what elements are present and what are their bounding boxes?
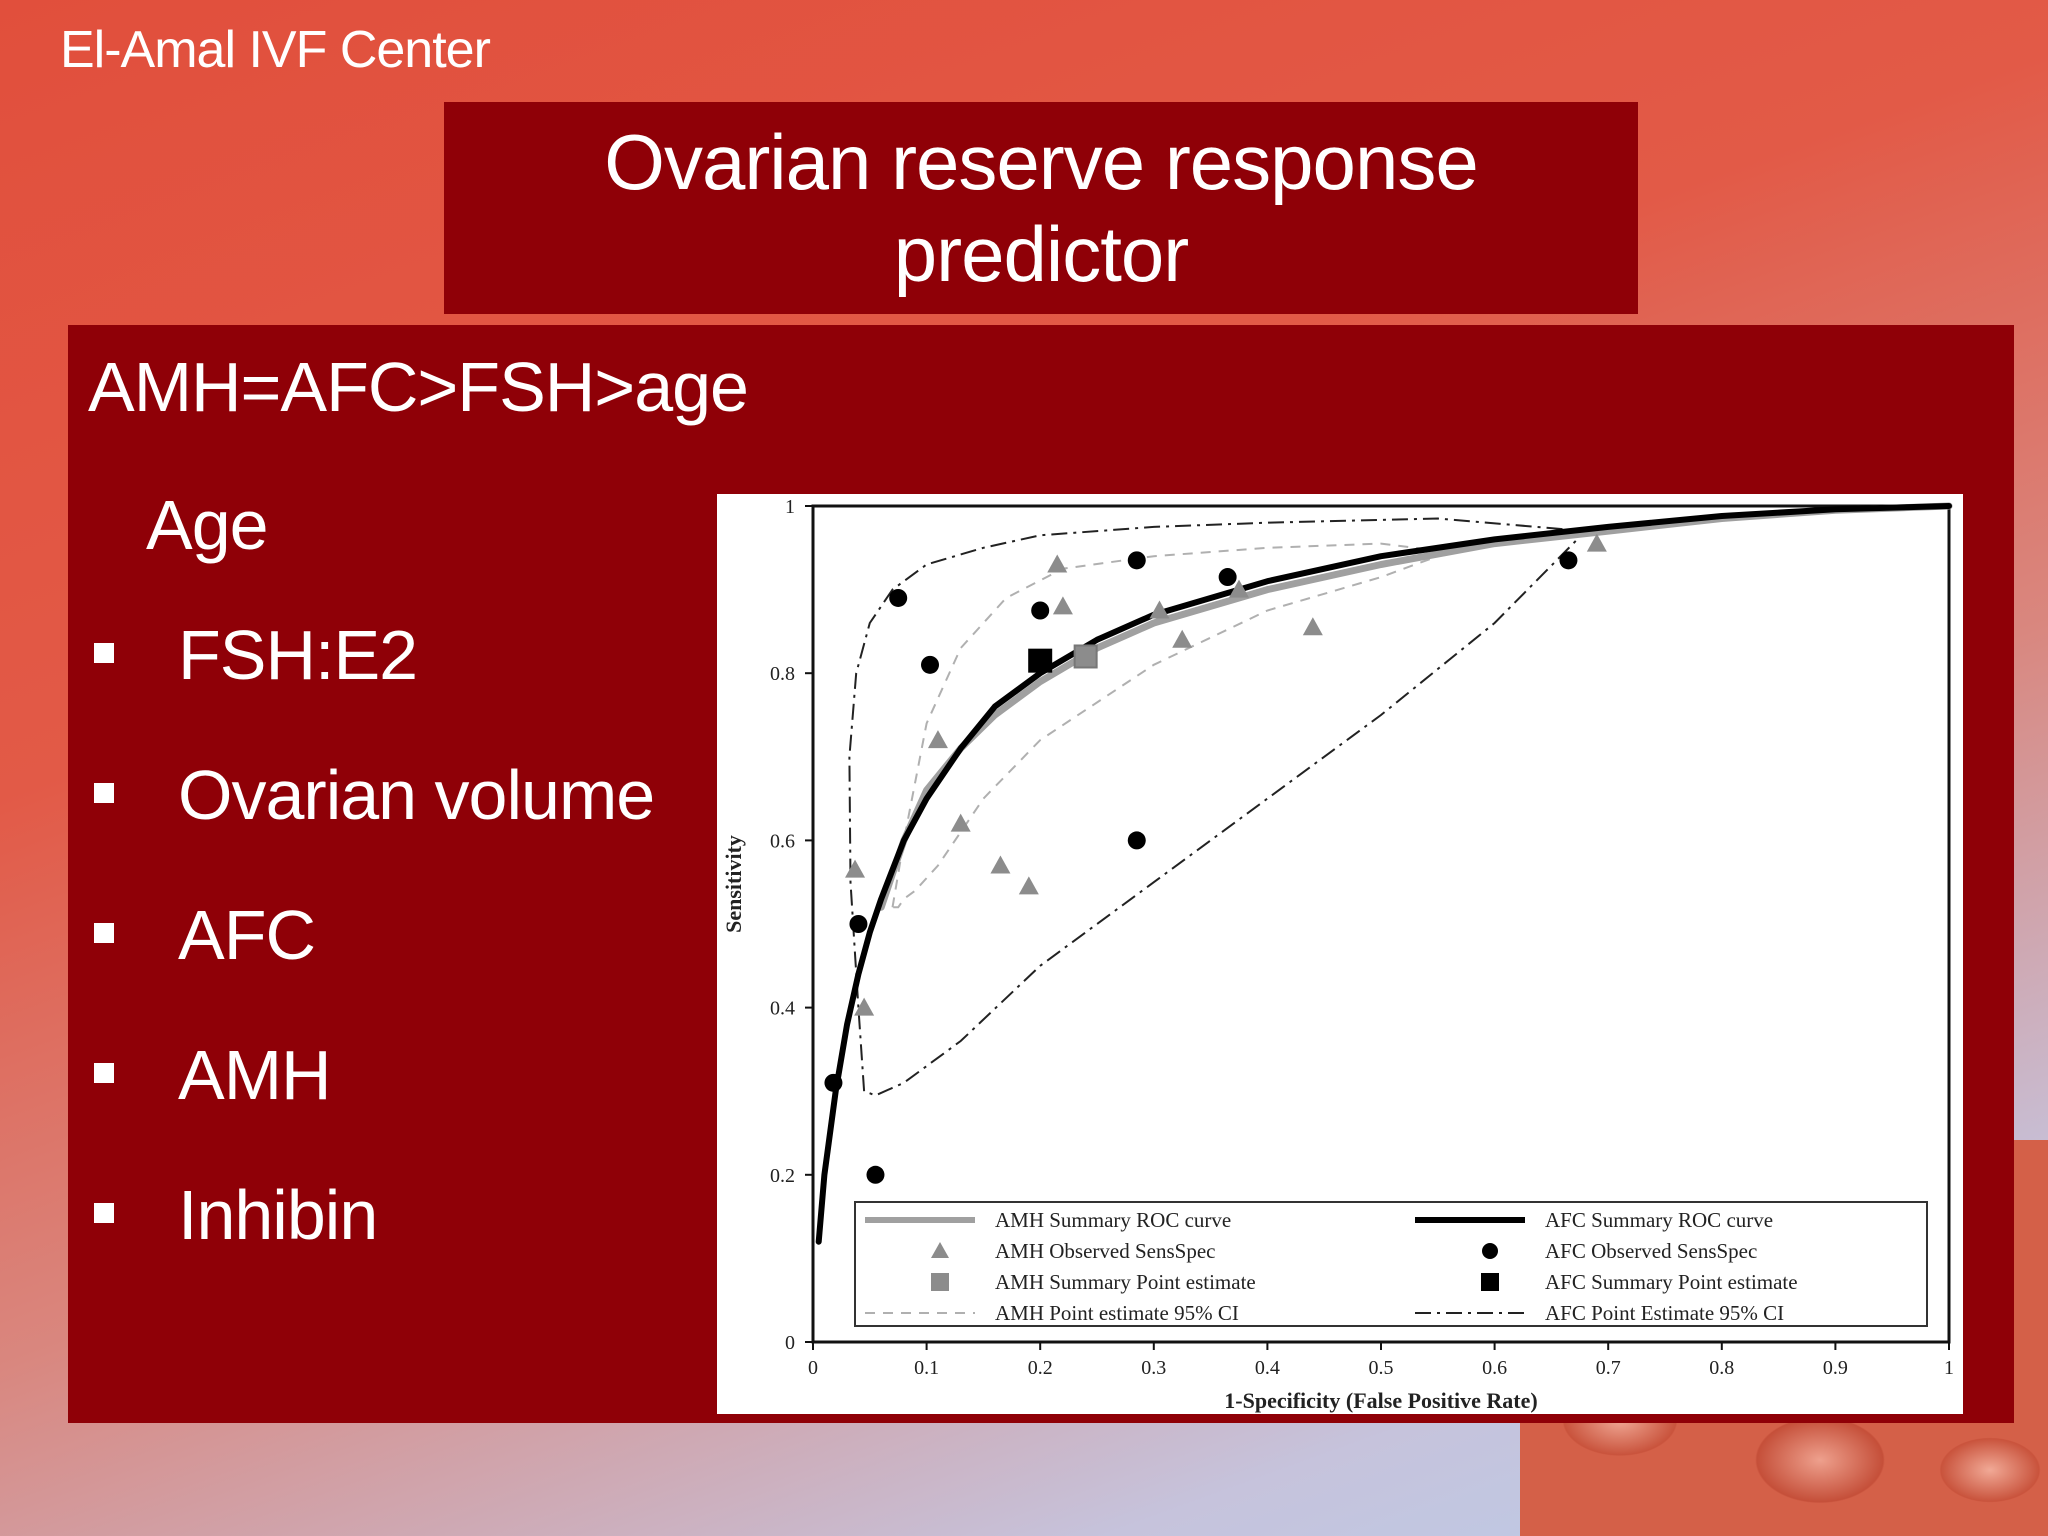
y-tick-label: 1	[785, 496, 795, 518]
legend-label: AMH Summary Point estimate	[995, 1270, 1256, 1294]
bullet-label: AFC	[178, 896, 316, 974]
square-bullet-icon	[94, 1203, 114, 1223]
brand-label: El-Amal IVF Center	[60, 21, 491, 79]
amh-observed-point	[927, 730, 948, 749]
amh-summary-point	[1073, 644, 1098, 669]
amh-observed-point	[854, 997, 875, 1016]
roc-chart-svg: 0 0.1 0.2 0.3 0.4 0.5 0.6 0.7 0.8 0.9 1 0 0.2 0.4 0.6 0…	[721, 496, 1954, 1413]
amh-observed-point	[1052, 596, 1073, 615]
chart-legend	[854, 1201, 1928, 1327]
amh-observed-point	[1229, 579, 1249, 598]
y-axis-label: Sensitivity	[721, 835, 746, 933]
x-tick-label: 0.4	[1255, 1357, 1280, 1379]
afc-observed-point	[1218, 568, 1237, 587]
legend-label: AMH Point estimate 95% CI	[995, 1301, 1239, 1325]
y-tick-label: 0.8	[770, 663, 795, 685]
x-tick-label: 0.3	[1141, 1357, 1166, 1379]
bullet-label: AMH	[178, 1036, 332, 1114]
amh-observed-point	[1149, 600, 1170, 619]
afc-observed-point	[866, 1165, 885, 1184]
bullet-label: Ovarian volume	[178, 756, 655, 834]
afc-observed-point	[1559, 551, 1578, 570]
x-tick-label: 0.8	[1709, 1357, 1734, 1379]
square-bullet-icon	[94, 1063, 114, 1083]
legend-label: AFC Summary ROC curve	[1545, 1208, 1773, 1232]
sub-item-age: Age	[146, 486, 269, 564]
afc-observed-point	[1127, 551, 1146, 570]
y-tick-label: 0.4	[770, 998, 795, 1020]
legend-label: AFC Point Estimate 95% CI	[1545, 1301, 1784, 1325]
amh-observed-point	[1302, 617, 1323, 636]
slide-title: Ovarian reserve response predictor	[604, 118, 1478, 298]
x-tick-label: 0.5	[1369, 1357, 1394, 1379]
afc-summary-roc-curve	[815, 503, 1952, 1245]
afc-observed-point	[824, 1073, 843, 1092]
headline: AMH=AFC>FSH>age	[88, 348, 749, 426]
square-bullet-icon	[94, 783, 114, 803]
amh-observed-point	[1047, 554, 1068, 573]
y-tick-label: 0.6	[770, 830, 795, 852]
roc-chart: 0 0.1 0.2 0.3 0.4 0.5 0.6 0.7 0.8 0.9 1 0 0.2 0.4 0.6 0…	[717, 494, 1963, 1414]
x-tick-label: 0	[808, 1357, 818, 1379]
y-tick-label: 0	[785, 1332, 795, 1354]
x-tick-label: 0.9	[1823, 1357, 1848, 1379]
legend-label: AMH Summary ROC curve	[995, 1208, 1231, 1232]
slide-title-box: Ovarian reserve response predictor	[444, 102, 1638, 314]
legend-symbol	[1481, 1273, 1499, 1291]
square-bullet-icon	[94, 643, 114, 663]
x-tick-label: 0.2	[1028, 1357, 1053, 1379]
legend-label: AMH Observed SensSpec	[995, 1239, 1215, 1263]
legend-label: AFC Observed SensSpec	[1545, 1239, 1757, 1263]
bullet-label: Inhibin	[178, 1176, 378, 1254]
afc-observed-point	[849, 915, 868, 933]
amh-observed-point	[950, 813, 971, 832]
legend-label: AFC Summary Point estimate	[1545, 1270, 1798, 1294]
x-axis-label: 1-Specificity (False Positive Rate)	[1224, 1388, 1537, 1413]
square-bullet-icon	[94, 923, 114, 943]
afc-summary-point	[1028, 648, 1053, 673]
legend-symbol	[931, 1273, 949, 1291]
x-tick-label: 0.7	[1596, 1357, 1621, 1379]
amh-observed-point	[1586, 533, 1607, 552]
afc-observed-point	[1031, 601, 1050, 620]
amh-summary-roc-curve	[877, 502, 1953, 911]
x-tick-label: 0.1	[914, 1357, 939, 1379]
afc-observed-point	[921, 655, 940, 674]
afc-observed-point	[1127, 831, 1146, 850]
amh-observed-point	[1172, 629, 1193, 648]
amh-observed-point	[990, 855, 1011, 874]
x-tick-label: 1	[1944, 1357, 1954, 1379]
legend-symbol	[931, 1242, 949, 1258]
bullet-label: FSH:E2	[178, 616, 418, 694]
y-tick-label: 0.2	[770, 1165, 795, 1187]
amh-observed-point	[845, 859, 866, 878]
amh-observed-point	[1018, 876, 1039, 895]
x-tick-label: 0.6	[1482, 1357, 1507, 1379]
afc-observed-point	[889, 588, 908, 607]
legend-symbol	[1482, 1243, 1498, 1259]
